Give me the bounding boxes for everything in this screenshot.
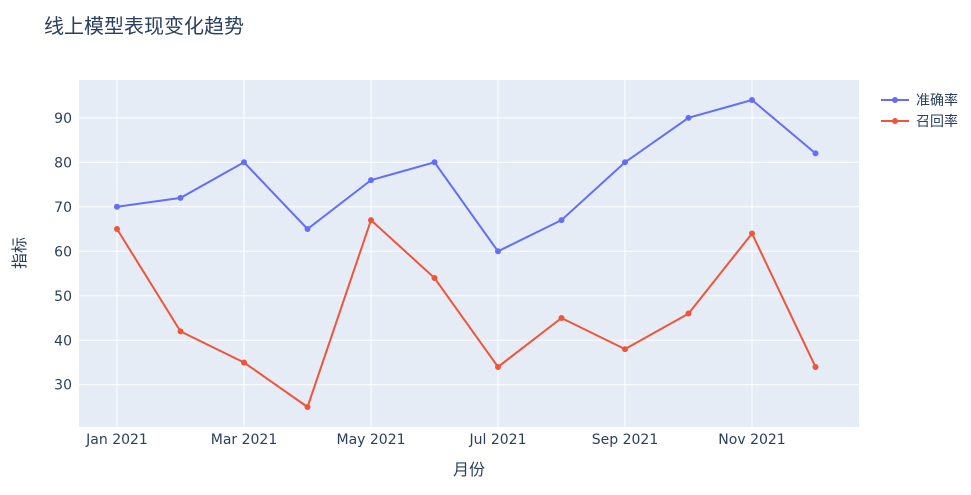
data-point[interactable] [431, 159, 438, 166]
legend-marker [892, 118, 898, 124]
y-tick-label: 90 [54, 111, 72, 127]
data-point[interactable] [495, 248, 501, 255]
data-point[interactable] [495, 363, 501, 370]
data-point[interactable] [685, 310, 692, 317]
x-tick-label: Mar 2021 [211, 432, 278, 448]
data-point[interactable] [304, 226, 311, 233]
plot-area [79, 80, 859, 427]
legend-item[interactable]: 准确率 [881, 92, 958, 109]
y-axis-label: 指标 [10, 237, 29, 269]
chart-title: 线上模型表现变化趋势 [44, 14, 244, 38]
data-point[interactable] [622, 346, 628, 353]
series-line [116, 218, 817, 409]
x-tick-label: Sep 2021 [592, 432, 658, 448]
y-tick-label: 50 [54, 289, 72, 305]
y-tick-label: 80 [54, 155, 72, 171]
legend-label: 召回率 [916, 113, 958, 130]
series-1 [114, 97, 819, 255]
data-point[interactable] [812, 363, 819, 370]
series-line [116, 98, 817, 253]
data-point[interactable] [431, 274, 438, 281]
data-point[interactable] [749, 230, 755, 237]
y-tick-label: 40 [54, 333, 72, 349]
y-axis-ticks: 30 40 50 60 70 80 90 [54, 111, 72, 394]
x-tick-label: Jan 2021 [85, 432, 148, 448]
data-point[interactable] [368, 217, 374, 224]
x-axis-ticks: Jan 2021 Mar 2021 May 2021 Jul 2021 Sep 2021… [85, 432, 786, 448]
data-point[interactable] [177, 194, 184, 201]
series-2 [114, 217, 819, 410]
y-tick-label: 30 [54, 378, 72, 394]
data-point[interactable] [685, 114, 692, 121]
legend-marker [892, 97, 898, 103]
x-tick-label: Jul 2021 [469, 432, 527, 448]
data-point[interactable] [304, 403, 311, 410]
data-point[interactable] [368, 177, 374, 184]
gridlines [79, 80, 859, 427]
data-point[interactable] [114, 203, 120, 210]
data-point[interactable] [558, 217, 565, 224]
data-point[interactable] [241, 359, 247, 366]
x-tick-label: Nov 2021 [718, 432, 785, 448]
y-tick-label: 70 [54, 200, 72, 216]
data-point[interactable] [241, 159, 247, 166]
series-layer [114, 97, 819, 410]
data-point[interactable] [558, 315, 565, 322]
data-point[interactable] [812, 150, 819, 157]
legend-item[interactable]: 召回率 [881, 113, 958, 130]
data-point[interactable] [749, 97, 755, 104]
data-point[interactable] [177, 328, 184, 335]
x-tick-label: May 2021 [336, 432, 405, 448]
legend-label: 准确率 [916, 92, 958, 109]
y-tick-label: 60 [54, 244, 72, 260]
x-axis-label: 月份 [453, 460, 485, 479]
data-point[interactable] [622, 159, 628, 166]
data-point[interactable] [114, 226, 120, 233]
